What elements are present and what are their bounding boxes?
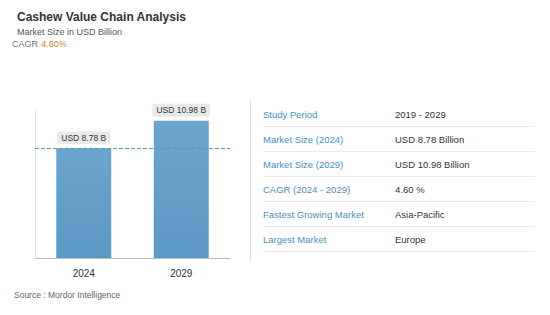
svg-text:Market Size in USD Billion: Market Size in USD Billion — [17, 27, 122, 37]
html-text:Market Size (2029): Market Size (2029) — [263, 158, 344, 170]
html-text:Asia-Pacific: Asia-Pacific — [395, 208, 445, 220]
svg-text:2024: 2024 — [73, 268, 96, 279]
html-text:Market Size (2024): Market Size (2024) — [263, 133, 344, 145]
html-text:4.60 %: 4.60 % — [395, 183, 425, 195]
html-text:Study Period: Study Period — [263, 108, 318, 120]
html-text:2019 - 2029: 2019 - 2029 — [395, 108, 446, 120]
svg-text:Cashew Value Chain Analysis: Cashew Value Chain Analysis — [17, 10, 186, 24]
html-text:Largest Market: Largest Market — [263, 233, 327, 245]
html-text:Fastest Growing Market: Fastest Growing Market — [263, 208, 364, 220]
html-text:USD 8.78 Billion: USD 8.78 Billion — [395, 133, 465, 145]
svg-text:USD 10.98 B: USD 10.98 B — [156, 105, 206, 115]
html-text:USD 10.98 Billion: USD 10.98 Billion — [395, 158, 470, 170]
html-text:CAGR (2024 - 2029): CAGR (2024 - 2029) — [263, 183, 351, 195]
html-text:Source : Mordor Intelligence: Source : Mordor Intelligence — [14, 290, 121, 300]
html-text:Europe: Europe — [395, 233, 426, 245]
svg-text:CAGR: CAGR — [12, 39, 39, 49]
svg-text:4.60%: 4.60% — [41, 39, 67, 49]
svg-text:2029: 2029 — [170, 268, 193, 279]
svg-text:USD 8.78 B: USD 8.78 B — [61, 133, 106, 143]
